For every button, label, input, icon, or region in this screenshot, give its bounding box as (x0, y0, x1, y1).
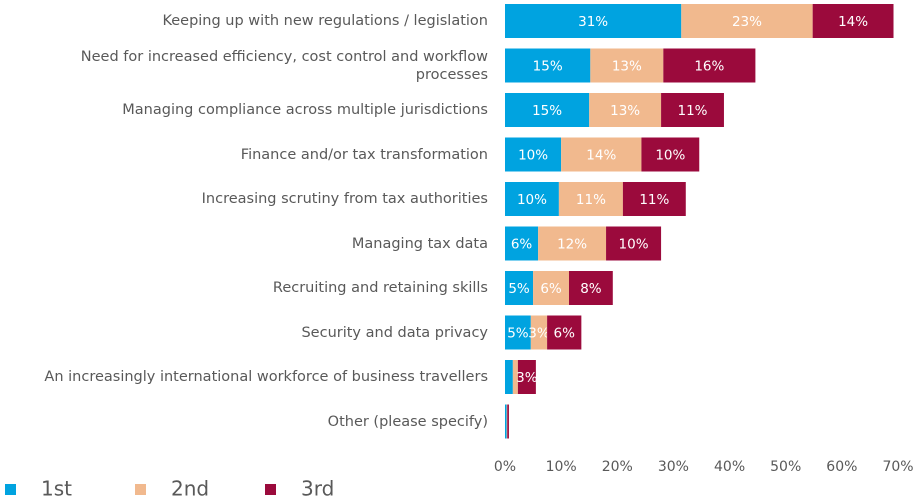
category-label: Need for increased efficiency, cost cont… (80, 48, 488, 83)
bar-segment (507, 404, 509, 439)
bar-segment (533, 271, 570, 305)
data-label: 11% (639, 192, 669, 208)
x-tick-label: 40% (714, 459, 745, 475)
bar-segment (558, 182, 623, 216)
data-label: 8% (580, 281, 602, 297)
data-label: 6% (540, 281, 562, 297)
bar-segment (622, 182, 686, 216)
bar-segment (681, 4, 813, 38)
data-label: 3% (516, 370, 538, 386)
data-label: 31% (578, 14, 608, 30)
category-label: Managing compliance across multiple juri… (122, 102, 488, 118)
bar-segment (505, 360, 513, 394)
data-label: 6% (511, 237, 533, 253)
bar-segment (505, 93, 590, 127)
legend-swatch (5, 484, 16, 495)
data-label: 10% (619, 237, 649, 253)
x-tick-label: 10% (546, 459, 577, 475)
bar-segment (661, 93, 724, 127)
bar-segment (663, 48, 756, 83)
data-label: 5% (507, 326, 529, 342)
data-label: 23% (732, 14, 762, 30)
bar-segment (590, 48, 664, 83)
data-label: 15% (533, 59, 563, 75)
data-label: 13% (610, 103, 640, 119)
category-label: Keeping up with new regulations / legisl… (162, 13, 488, 29)
bar-segment (505, 271, 534, 305)
category-label: Other (please specify) (327, 413, 488, 430)
data-label: 13% (612, 59, 642, 75)
category-label: An increasingly international workforce … (44, 369, 488, 385)
bar-segment (512, 360, 518, 394)
category-label: Recruiting and retaining skills (272, 280, 488, 296)
legend-swatch (135, 484, 146, 495)
bar-segment (569, 271, 613, 305)
data-label: 10% (655, 148, 685, 164)
x-tick-label: 50% (770, 459, 801, 475)
bar-segment (505, 315, 531, 350)
bar-segment (547, 315, 582, 350)
category-label: Increasing scrutiny from tax authorities (201, 191, 488, 207)
bar-segment (589, 93, 662, 127)
data-label: 14% (838, 14, 868, 30)
bar-segment (506, 404, 508, 439)
bar-segment (505, 182, 559, 216)
bar-segment (538, 226, 607, 261)
category-label: Finance and/or tax transformation (240, 146, 488, 163)
bar-segment (505, 4, 682, 38)
bar-segment (505, 48, 591, 83)
x-tick-label: 60% (826, 459, 857, 475)
bar-segment (530, 315, 548, 350)
legend-swatch (265, 484, 276, 495)
category-label: Security and data privacy (301, 324, 488, 341)
legend-label: 2nd (171, 477, 209, 501)
legend-label: 1st (41, 477, 72, 501)
data-label: 11% (576, 192, 606, 208)
data-label: 10% (517, 192, 547, 208)
data-label: 3% (528, 326, 550, 342)
data-label: 15% (532, 103, 562, 119)
bar-segment (641, 137, 700, 172)
data-label: 10% (518, 148, 548, 164)
x-tick-label: 30% (658, 459, 689, 475)
bar-segment (505, 137, 562, 172)
data-label: 12% (557, 237, 587, 253)
data-label: 6% (554, 326, 576, 342)
bar-segment (517, 360, 536, 394)
x-tick-label: 20% (602, 459, 633, 475)
bar-segment (561, 137, 642, 172)
bar-segment (606, 226, 662, 261)
x-tick-label: 0% (494, 459, 516, 475)
data-label: 5% (508, 281, 530, 297)
bar-segment (505, 226, 539, 261)
bar-segment (505, 404, 507, 439)
data-label: 11% (678, 103, 708, 119)
data-label: 14% (586, 148, 616, 164)
category-label: Managing tax data (351, 235, 488, 252)
bar-segment (812, 4, 894, 38)
x-tick-label: 70% (882, 459, 913, 475)
data-label: 16% (694, 59, 724, 75)
legend-label: 3rd (301, 477, 334, 501)
